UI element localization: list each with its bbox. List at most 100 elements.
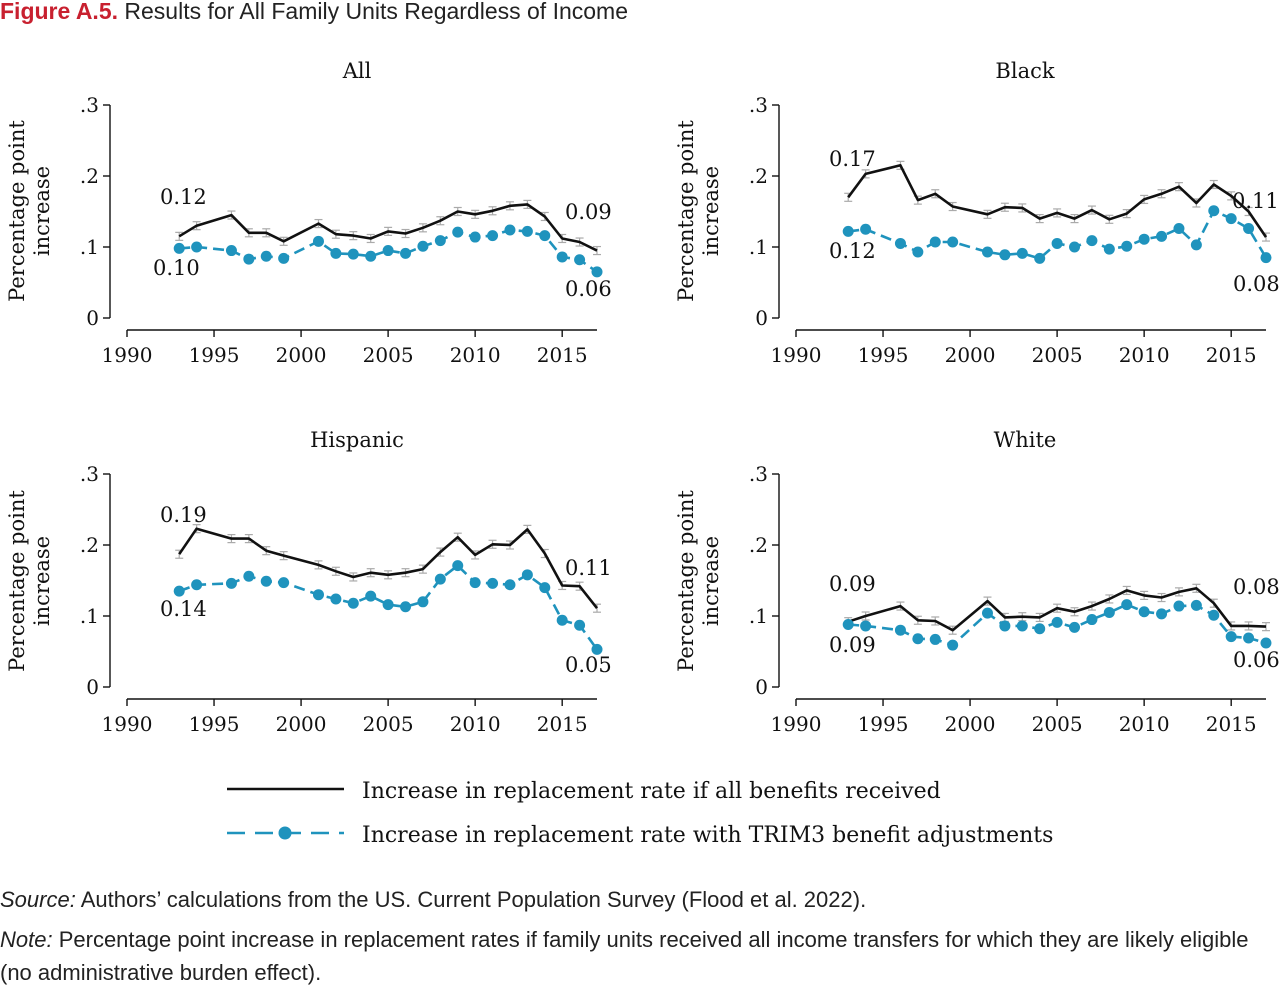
data-point (1156, 230, 1168, 242)
data-label: 0.05 (565, 653, 612, 677)
x-tick-label: 1995 (858, 712, 909, 736)
data-point (574, 619, 586, 631)
data-point (999, 620, 1011, 632)
data-point (365, 250, 377, 262)
chart-title: Black (995, 59, 1054, 83)
data-point (487, 230, 499, 242)
x-tick-label: 2015 (1206, 343, 1257, 367)
y-tick-label: .1 (80, 235, 99, 259)
x-tick-label: 1990 (102, 343, 153, 367)
data-point (382, 599, 394, 611)
figure-title: Figure A.5. Results for All Family Units… (0, 0, 628, 25)
data-label: 0.09 (829, 572, 876, 596)
data-point (1156, 608, 1168, 620)
data-point (1208, 609, 1220, 621)
chart-title: Hispanic (310, 428, 404, 452)
y-tick-label: .3 (80, 462, 99, 486)
data-point (1051, 237, 1063, 249)
y-axis-label: Percentage pointincrease (674, 490, 723, 672)
data-point (1243, 632, 1255, 644)
data-point (347, 597, 359, 609)
y-tick-label: .1 (749, 235, 768, 259)
data-point (452, 560, 464, 572)
chart-panel-all: All Percentage pointincrease 0 .1 .2 .3 1990 19… (5, 59, 612, 367)
y-tick-label: .2 (80, 164, 99, 188)
data-point (330, 247, 342, 259)
data-point (981, 246, 993, 258)
data-point (243, 253, 255, 265)
x-tick-label: 2005 (1032, 343, 1083, 367)
data-point (591, 643, 603, 655)
data-point (1016, 247, 1028, 259)
data-point (452, 226, 464, 238)
data-point (191, 241, 203, 253)
x-tick-label: 2015 (537, 712, 588, 736)
data-point (912, 246, 924, 258)
data-point (947, 639, 959, 651)
series-line-trim3 (848, 209, 1268, 260)
data-point (1121, 599, 1133, 611)
data-point (929, 236, 941, 248)
chart-panel-white: White Percentage pointincrease 0 .1 .2 .3 1990… (674, 428, 1280, 736)
x-tick-label: 2000 (276, 343, 327, 367)
data-point (574, 254, 586, 266)
data-point (1103, 606, 1115, 618)
y-tick-label: .2 (749, 533, 768, 557)
data-point (1225, 213, 1237, 225)
x-tick-label: 2000 (945, 343, 996, 367)
data-point (1260, 252, 1272, 264)
data-point (591, 266, 603, 278)
data-label: 0.06 (1233, 648, 1280, 672)
data-point (347, 248, 359, 260)
x-tick-label: 2010 (450, 712, 501, 736)
chart-title: All (342, 59, 372, 83)
data-point (1034, 252, 1046, 264)
data-point (1086, 235, 1098, 247)
data-point (1121, 240, 1133, 252)
data-point (1034, 623, 1046, 635)
note-label: Note: (0, 927, 53, 952)
data-point (469, 231, 481, 243)
y-tick-label: 0 (755, 306, 768, 330)
data-point (417, 596, 429, 608)
data-point (894, 237, 906, 249)
data-point (400, 247, 412, 259)
data-label: 0.08 (1233, 575, 1280, 599)
data-label: 0.09 (565, 200, 612, 224)
x-tick-label: 2015 (537, 343, 588, 367)
data-label: 0.10 (153, 256, 200, 280)
data-point (556, 251, 568, 263)
data-point (417, 240, 429, 252)
x-tick-label: 2010 (1119, 343, 1170, 367)
data-point (312, 235, 324, 247)
data-label: 0.19 (160, 503, 207, 527)
data-label: 0.08 (1233, 272, 1280, 296)
data-point (434, 573, 446, 585)
data-point (1138, 233, 1150, 245)
figure-title-text: Results for All Family Units Regardless … (124, 0, 629, 24)
series-line-all-benefits (178, 527, 599, 610)
x-tick-label: 2010 (1119, 712, 1170, 736)
data-point (382, 245, 394, 257)
legend-label: Increase in replacement rate if all bene… (362, 779, 941, 804)
x-tick-label: 1990 (771, 712, 822, 736)
data-point (539, 230, 551, 242)
data-point (469, 577, 481, 589)
data-point (947, 236, 959, 248)
data-point (225, 245, 237, 257)
data-point (842, 619, 854, 631)
data-label: 0.09 (829, 633, 876, 657)
y-tick-label: .3 (749, 93, 768, 117)
data-label: 0.11 (1232, 189, 1279, 213)
data-label: 0.17 (829, 147, 876, 171)
chart-title: White (994, 428, 1057, 452)
data-point (999, 249, 1011, 261)
data-point (1173, 600, 1185, 612)
x-tick-label: 2010 (450, 343, 501, 367)
data-point (330, 593, 342, 605)
x-tick-label: 1990 (102, 712, 153, 736)
data-point (929, 633, 941, 645)
data-point (260, 575, 272, 587)
data-point (1086, 614, 1098, 626)
